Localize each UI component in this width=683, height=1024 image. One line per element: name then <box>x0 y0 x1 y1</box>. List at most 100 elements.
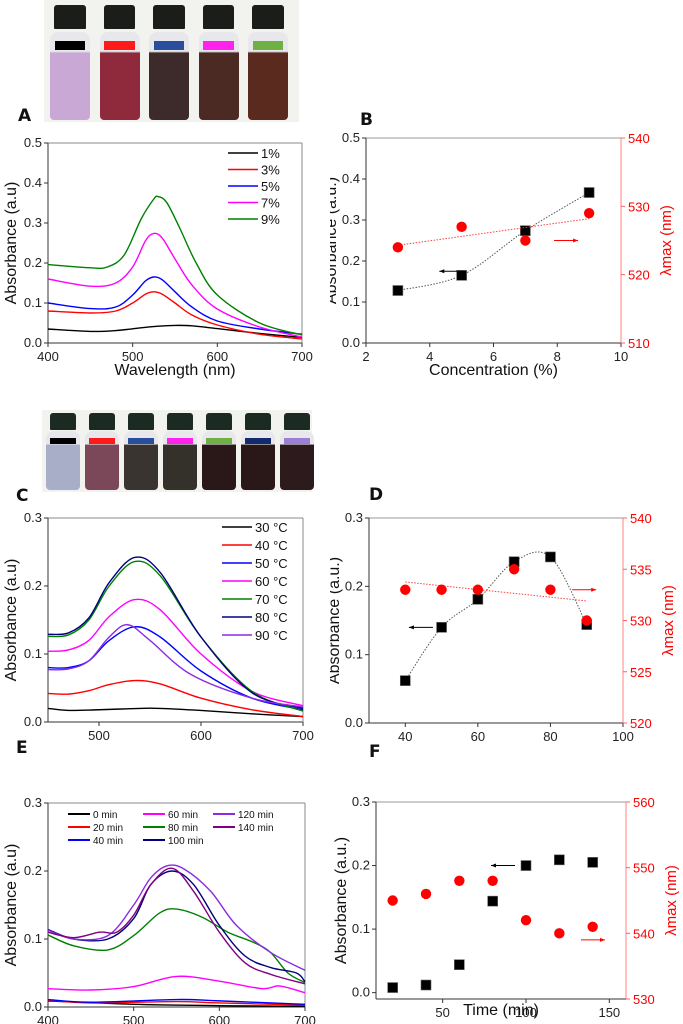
legend-label: 120 min <box>238 810 274 821</box>
y-tick-label: 0.5 <box>342 130 360 145</box>
y-tick-label: 0.2 <box>24 578 42 593</box>
x-tick-label: 500 <box>123 1013 145 1024</box>
vial-cap <box>153 4 185 30</box>
y2-tick-label: 525 <box>630 665 652 680</box>
data-point-circle <box>420 888 432 900</box>
legend-label: 80 min <box>168 823 198 834</box>
series-line <box>47 975 306 994</box>
series-line <box>47 324 303 339</box>
x-tick-label: 100 <box>515 1005 537 1020</box>
data-point-circle <box>554 928 565 939</box>
y-tick-label: 0.0 <box>24 999 42 1014</box>
vial-cap <box>103 4 136 30</box>
y-axis-label: Absorbance (a.u.) <box>330 557 343 684</box>
data-point-circle <box>454 875 465 886</box>
y-tick-label: 0.0 <box>24 335 42 350</box>
data-point-square <box>399 675 411 686</box>
vial-cap <box>49 413 77 430</box>
chart-f-time-scatter: 50 100 150 0.0 0.1 0.2 0.3 530 540 550 560 λmax (nm… <box>333 794 680 1020</box>
data-point-circle <box>545 584 556 595</box>
y2-tick-label: 535 <box>630 562 652 577</box>
x-tick-label: 50 <box>435 1005 449 1020</box>
y2-tick-label: 530 <box>633 992 655 1007</box>
series-line <box>47 624 304 708</box>
vial-color-tag <box>252 41 284 50</box>
y-tick-label: 0.1 <box>352 921 370 936</box>
vial <box>280 410 314 492</box>
y-tick-label: 0.1 <box>345 647 363 662</box>
legend-label: 3% <box>261 163 280 178</box>
data-point-circle <box>520 915 532 926</box>
y-tick-label: 0.0 <box>352 985 370 1000</box>
data-point-square <box>392 285 404 296</box>
x-tick-label: 6 <box>490 349 497 364</box>
legend-label: 70 °C <box>255 592 288 607</box>
series-line <box>47 232 303 338</box>
y-tick-label: 0.3 <box>24 510 42 525</box>
plot-b: 2 4 6 8 10 0.0 0.1 0.2 0.3 0.4 0.5 510 520 530 540 λmax… <box>330 130 675 379</box>
x-tick-label: 600 <box>208 1013 230 1024</box>
data-point-square <box>587 857 598 868</box>
vial-color-tag <box>104 41 135 50</box>
trend-line <box>405 581 587 602</box>
arrowhead-right-icon <box>591 587 597 592</box>
y-tick-label: 0.0 <box>24 714 42 729</box>
vial-color-tag <box>89 437 115 444</box>
y-tick-label: 0.3 <box>24 215 42 230</box>
data-point-circle <box>487 875 498 886</box>
x-tick-label: 400 <box>37 1013 59 1024</box>
y-tick-label: 0.0 <box>342 335 360 350</box>
plot-d: 40 60 80 100 0.0 0.1 0.2 0.3 520 525 530 535 540 λmax… <box>330 510 677 744</box>
vial <box>46 410 80 492</box>
legend-label: 20 min <box>93 823 123 834</box>
x-tick-label: 600 <box>206 349 228 364</box>
legend-label: 40 °C <box>255 538 288 553</box>
vial-color-tag <box>167 437 193 444</box>
series-line <box>47 870 306 983</box>
x-axis-label: Time (min) <box>463 1002 539 1019</box>
series-line <box>47 598 304 707</box>
vial <box>248 0 288 122</box>
vial <box>198 0 239 122</box>
data-point-square <box>456 270 467 281</box>
y-axis-label: Absorbance (a.u.) <box>333 837 350 964</box>
data-point-circle <box>587 921 598 932</box>
legend-label: 1% <box>261 146 280 161</box>
vial-color-tag <box>50 437 76 444</box>
vial <box>202 410 236 492</box>
series-line <box>47 626 304 711</box>
y-axis-label: Absorbance (a.u) <box>3 559 20 682</box>
vial-cap <box>205 413 233 430</box>
y2-axis-label: λmax (nm) <box>660 585 677 656</box>
vials-photo-temperature <box>42 410 314 492</box>
data-point-circle <box>508 564 520 575</box>
vial-color-tag <box>54 41 86 50</box>
y2-tick-label: 540 <box>628 131 650 146</box>
y2-tick-label: 520 <box>630 716 652 731</box>
x-tick-label: 700 <box>294 1013 316 1024</box>
y-tick-label: 0.2 <box>352 858 370 873</box>
vial-color-tag <box>153 41 185 50</box>
trend-line <box>397 218 590 246</box>
vial <box>85 410 119 492</box>
y2-tick-label: 530 <box>630 614 652 629</box>
series-line <box>47 707 304 718</box>
x-tick-label: 500 <box>88 728 110 743</box>
legend-label: 0 min <box>93 810 117 821</box>
y-tick-label: 0.2 <box>24 255 42 270</box>
data-point-square <box>420 979 432 991</box>
series-line <box>47 291 303 340</box>
x-tick-label: 2 <box>362 349 369 364</box>
legend-label: 50 °C <box>255 556 288 571</box>
series-line <box>47 556 304 710</box>
y-tick-label: 0.3 <box>352 794 370 809</box>
plot-a: 400 500 600 700 0.0 0.1 0.2 0.3 0.4 0.5 Wavelength… <box>3 135 313 379</box>
legend-label: 7% <box>261 196 280 211</box>
series-line <box>47 679 304 718</box>
data-point-circle <box>581 615 592 626</box>
vial <box>163 410 197 492</box>
x-tick-label: 150 <box>598 1005 620 1020</box>
vial-color-tag <box>284 437 310 444</box>
